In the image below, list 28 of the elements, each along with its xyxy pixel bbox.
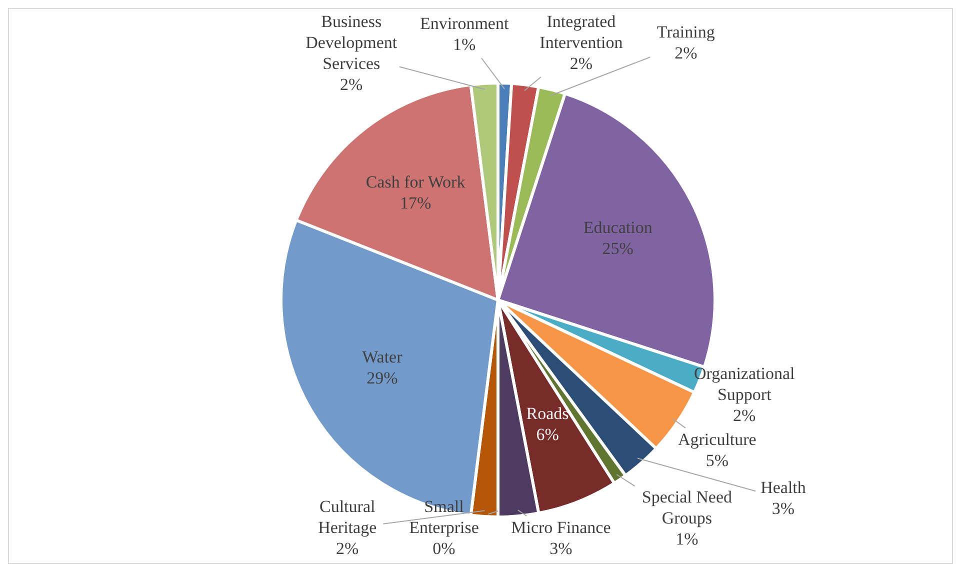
data-label: 5% xyxy=(706,450,729,470)
data-label: 29% xyxy=(366,368,398,388)
data-label: 25% xyxy=(602,238,634,258)
slice-label: Business Development Services xyxy=(306,12,398,73)
slice-label: Education xyxy=(583,218,653,237)
slice-label: Agriculture xyxy=(678,430,756,449)
text: 0% xyxy=(432,539,456,558)
slice-label: Water xyxy=(362,347,403,366)
data-label: 1% xyxy=(676,530,698,549)
data-label: 2% xyxy=(674,43,698,62)
data-label: 1% xyxy=(452,35,476,54)
slice-label: Environment xyxy=(420,14,509,34)
slice-label: Health xyxy=(760,478,806,497)
slice-label: Micro Finance xyxy=(511,518,611,537)
data-label: 6% xyxy=(536,425,559,444)
data-label: 3% xyxy=(772,498,795,518)
data-label: 2% xyxy=(336,539,359,558)
data-label: 2% xyxy=(733,406,756,426)
slice-label: Cultural Heritage xyxy=(318,497,377,537)
data-label: 2% xyxy=(340,75,363,94)
slice-label: Training xyxy=(656,22,716,42)
data-label: 2% xyxy=(570,54,593,73)
slice-label: Special Need Groups xyxy=(642,488,733,528)
slice-label: Cash for Work xyxy=(366,172,466,192)
slice-label: Roads xyxy=(526,404,569,424)
data-label: 3% xyxy=(550,539,572,558)
slice-label: Integrated Intervention xyxy=(540,12,624,52)
data-label: 17% xyxy=(400,194,432,213)
